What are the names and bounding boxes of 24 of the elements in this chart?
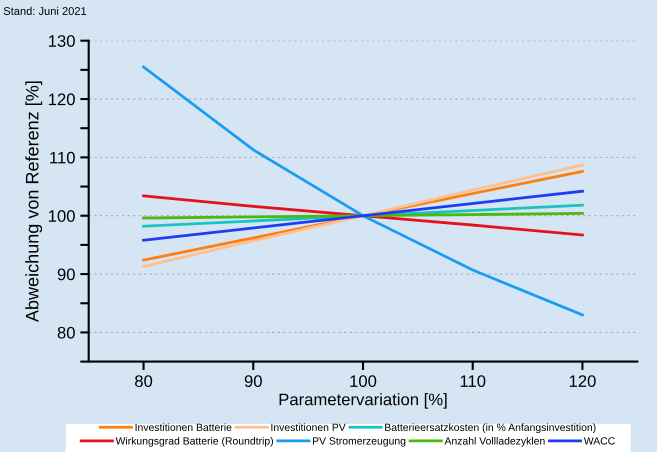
line-series [142, 66, 584, 316]
text: Stand: Juni 2021 [4, 6, 86, 15]
y-tick-label: 90 [58, 268, 75, 280]
x-tick-label: 110 [460, 375, 486, 388]
legend-label: Batterieersatzkosten (in % Anfangsinvestition) [385, 423, 596, 434]
y-tick-label: 110 [50, 152, 75, 164]
legend-label: Investitionen PV [271, 423, 346, 432]
legend-label: PV Stromerzeugung [313, 437, 406, 447]
line-series [142, 190, 584, 242]
x-axis-title: Parametervariation [%] [280, 393, 447, 409]
x-tick-label: 90 [244, 375, 262, 388]
y-axis-title: Abweichung von Referenz [%] [25, 81, 42, 322]
y-tick-label: 120 [48, 93, 75, 106]
legend-label: Anzahl Vollladezyklen [444, 436, 545, 447]
legend-label: Investitionen Batterie [136, 423, 232, 432]
x-tick-label: 100 [350, 375, 376, 388]
legend-label: WACC [584, 437, 615, 445]
y-tick-label: 130 [48, 35, 75, 47]
legend-label: Wirkungsgrad Batterie (Roundtrip) [116, 436, 273, 447]
y-tick-label: 80 [58, 326, 75, 339]
x-tick-label: 120 [570, 375, 596, 388]
line-series [142, 194, 584, 236]
x-tick-label: 80 [135, 375, 152, 388]
y-tick-label: 100 [48, 210, 75, 222]
